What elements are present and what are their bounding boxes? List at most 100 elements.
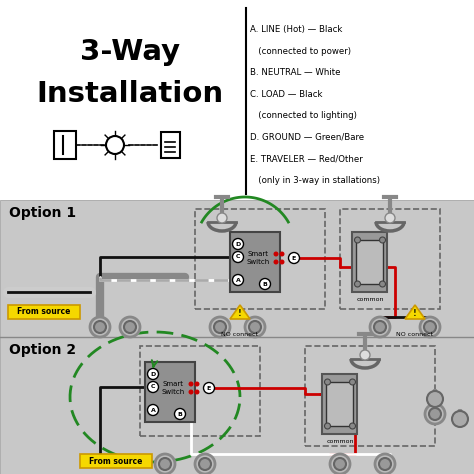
Text: From source: From source [18,308,71,317]
Circle shape [385,213,395,223]
Circle shape [233,252,244,263]
Text: NO connect: NO connect [221,332,258,337]
FancyBboxPatch shape [54,131,76,159]
Circle shape [380,281,385,287]
Text: Smart
Switch: Smart Switch [161,381,185,395]
Circle shape [214,321,226,333]
FancyBboxPatch shape [145,362,195,422]
Text: A. LINE (Hot) — Black: A. LINE (Hot) — Black [250,25,342,34]
Circle shape [199,458,211,470]
FancyBboxPatch shape [80,454,152,468]
Circle shape [374,321,386,333]
Text: D: D [236,241,241,246]
Circle shape [355,237,361,243]
Circle shape [147,404,158,416]
FancyBboxPatch shape [230,232,280,292]
Circle shape [210,317,230,337]
Circle shape [375,454,395,474]
Circle shape [159,458,171,470]
Text: A: A [236,277,240,283]
Circle shape [217,213,227,223]
Circle shape [334,458,346,470]
Text: Installation: Installation [36,80,224,108]
Text: NO connect: NO connect [396,332,434,337]
Text: !: ! [413,310,417,319]
Circle shape [325,379,330,385]
Circle shape [380,237,385,243]
Text: B: B [263,282,267,286]
Text: D. GROUND — Green/Bare: D. GROUND — Green/Bare [250,133,364,142]
Circle shape [124,321,136,333]
Circle shape [189,390,193,394]
Circle shape [174,409,185,419]
Circle shape [325,423,330,429]
Circle shape [106,136,124,154]
Circle shape [90,317,110,337]
Circle shape [349,379,356,385]
FancyBboxPatch shape [327,382,354,426]
Circle shape [249,321,261,333]
Text: !: ! [238,310,242,319]
Circle shape [203,383,215,393]
Circle shape [355,281,361,287]
Circle shape [424,321,436,333]
FancyBboxPatch shape [356,240,383,284]
Circle shape [147,382,158,392]
Text: D: D [150,372,155,376]
Circle shape [330,454,350,474]
Circle shape [233,238,244,249]
Bar [0,200,474,337]
FancyBboxPatch shape [322,374,357,434]
Circle shape [452,411,468,427]
Circle shape [360,350,370,360]
Text: E. TRAVELER — Red/Other: E. TRAVELER — Red/Other [250,154,363,163]
Text: B: B [178,411,182,417]
Text: common: common [356,297,384,302]
Circle shape [427,391,443,407]
Circle shape [233,274,244,285]
Circle shape [280,259,284,264]
Text: From source: From source [89,456,143,465]
Text: common: common [326,439,354,444]
Text: Smart
Switch: Smart Switch [246,251,270,265]
Text: A: A [151,408,155,412]
Text: 3-Way: 3-Way [80,38,180,66]
Text: C: C [151,384,155,390]
Polygon shape [230,305,250,319]
Circle shape [349,423,356,429]
Circle shape [273,259,279,264]
Circle shape [245,317,265,337]
Polygon shape [405,305,425,319]
Text: E: E [292,255,296,261]
Circle shape [194,390,200,394]
Circle shape [120,317,140,337]
FancyBboxPatch shape [161,132,180,158]
Circle shape [429,408,441,420]
Circle shape [420,317,440,337]
Circle shape [379,458,391,470]
Circle shape [195,454,215,474]
Circle shape [289,253,300,264]
Text: C. LOAD — Black: C. LOAD — Black [250,90,322,99]
Circle shape [155,454,175,474]
Bar [0,337,474,474]
Text: (connected to lighting): (connected to lighting) [250,111,357,120]
Text: Option 1: Option 1 [9,206,76,220]
Circle shape [273,252,279,256]
Text: (connected to power): (connected to power) [250,46,351,55]
Circle shape [194,382,200,386]
Text: (only in 3-way in stallations): (only in 3-way in stallations) [250,175,380,184]
Circle shape [280,252,284,256]
Circle shape [259,279,271,290]
FancyBboxPatch shape [353,232,388,292]
Text: Option 2: Option 2 [9,343,76,357]
Circle shape [189,382,193,386]
Text: E: E [207,385,211,391]
Circle shape [425,404,445,424]
Text: B. NEUTRAL — White: B. NEUTRAL — White [250,68,340,77]
Text: C: C [236,255,240,259]
FancyBboxPatch shape [8,305,80,319]
Circle shape [370,317,390,337]
Circle shape [94,321,106,333]
Circle shape [147,368,158,380]
